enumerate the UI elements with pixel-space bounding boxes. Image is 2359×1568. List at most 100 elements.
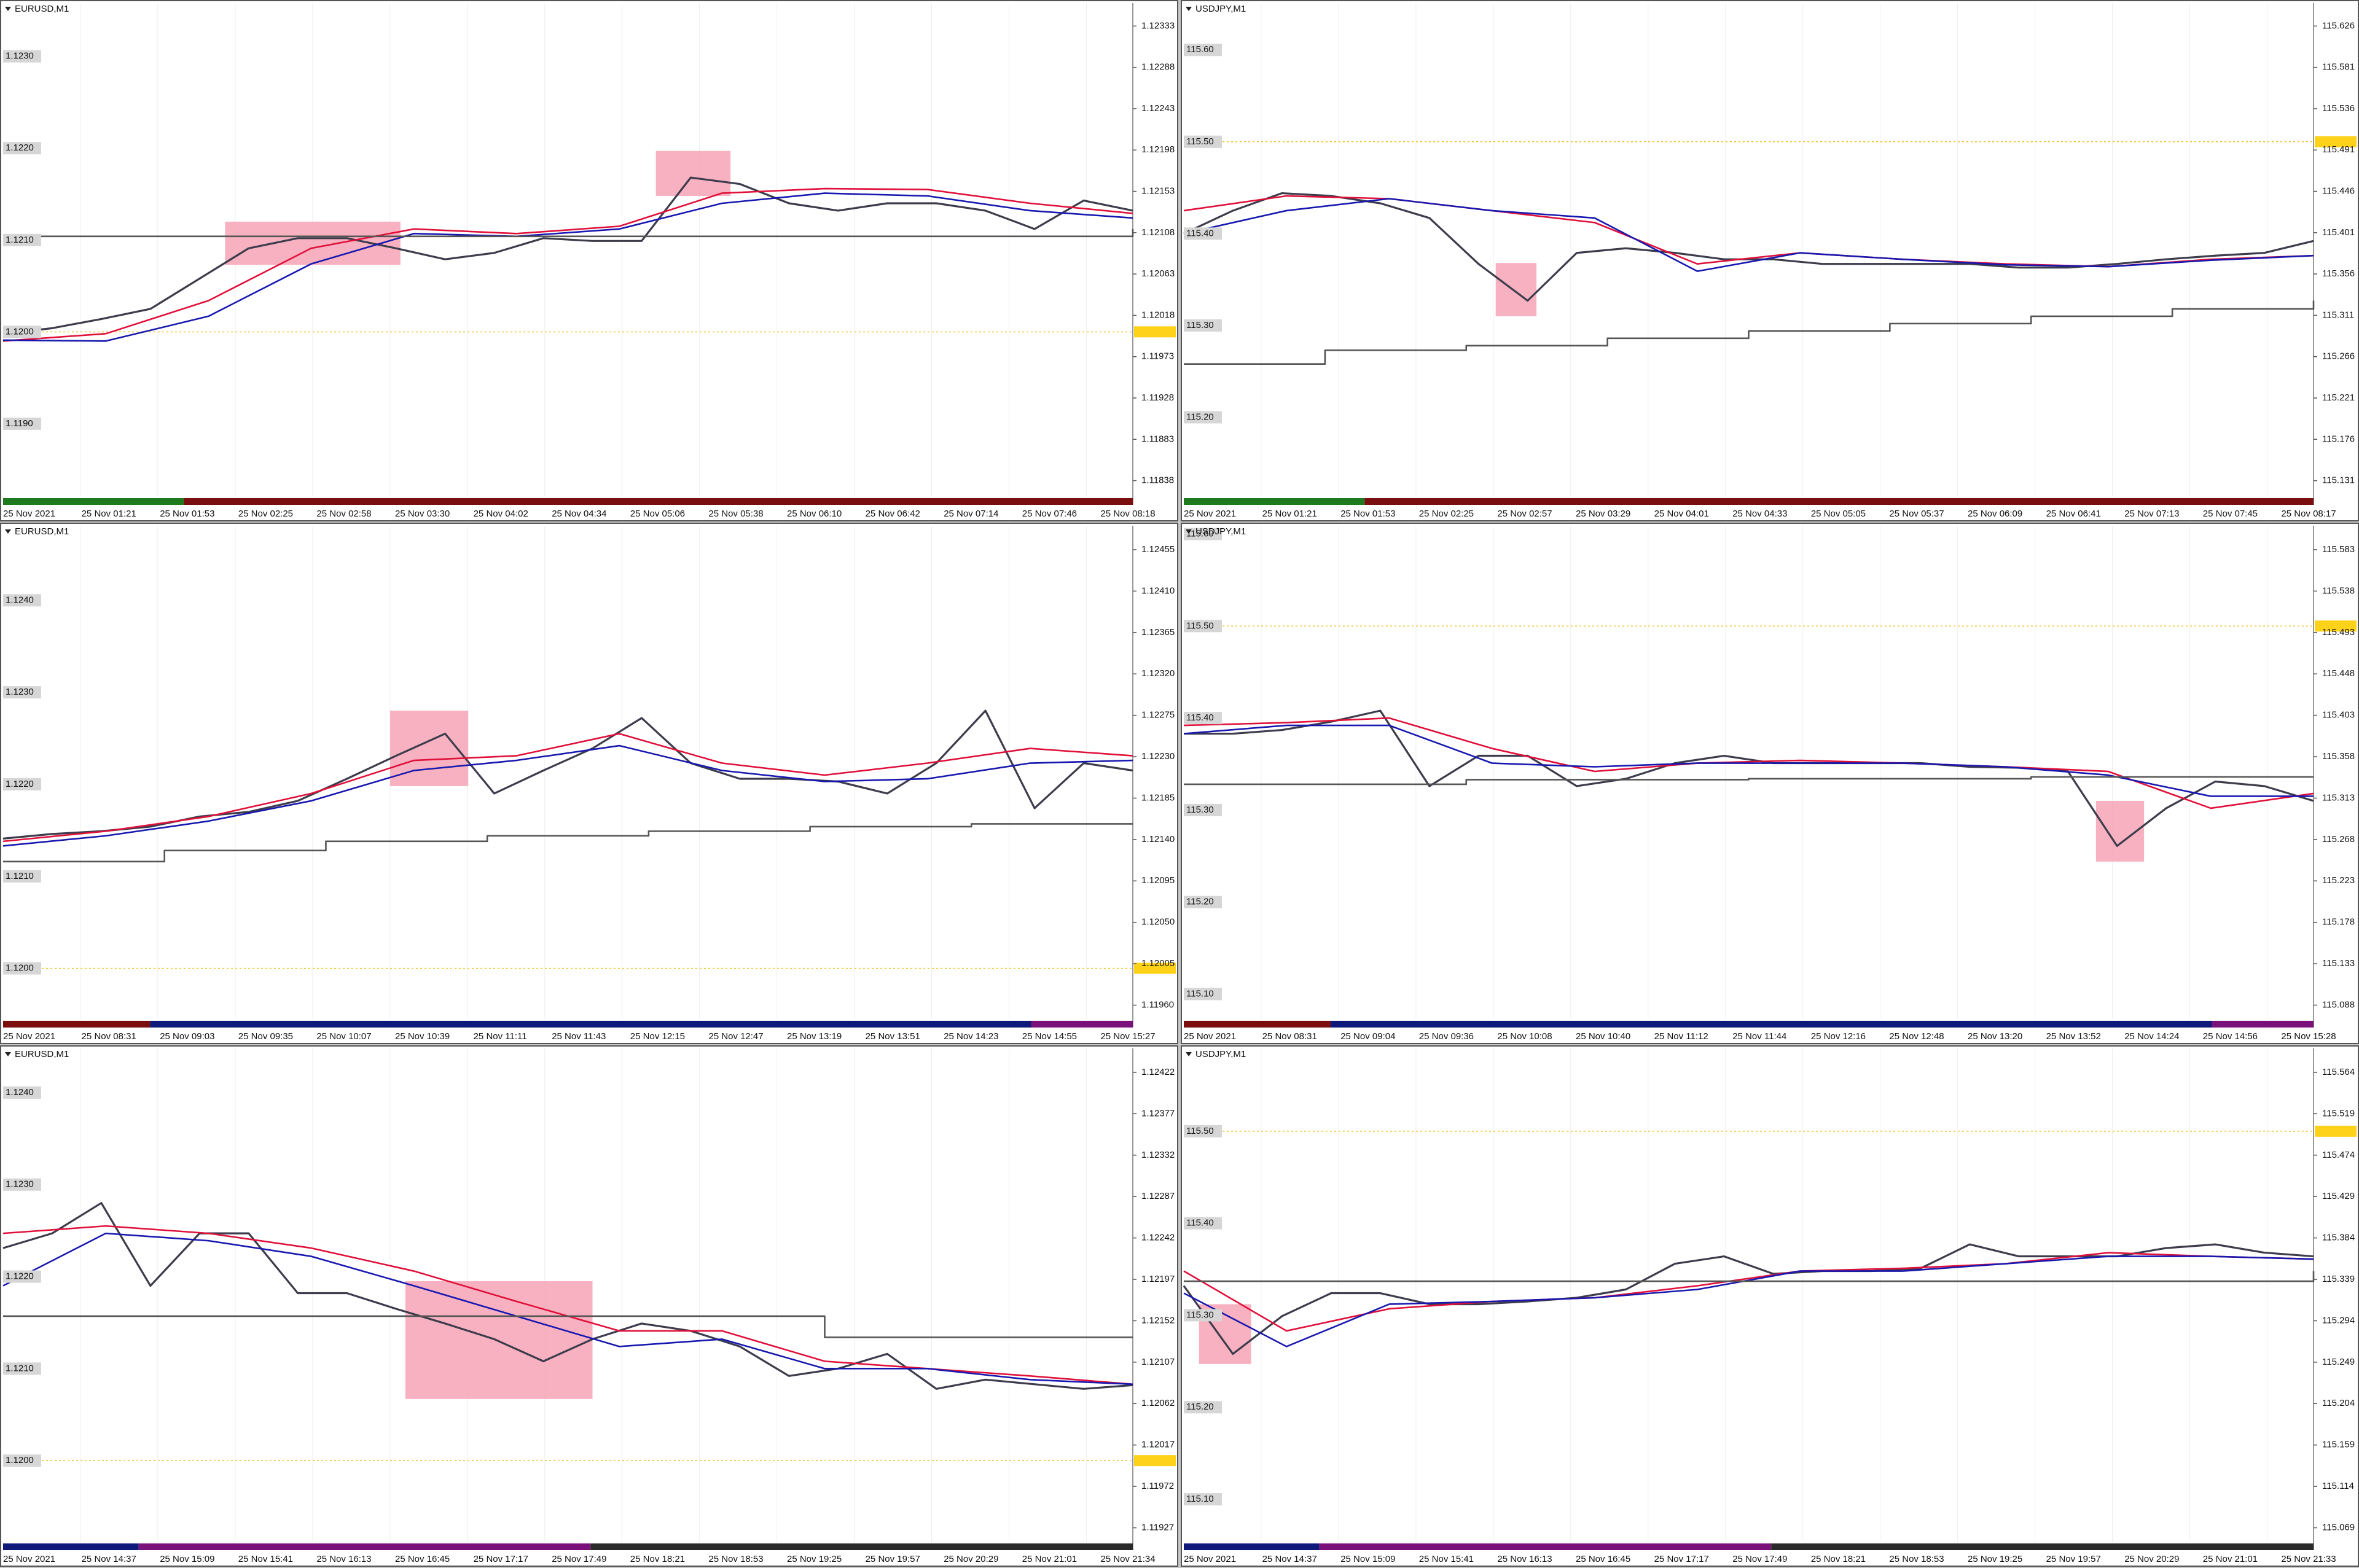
x-tick-label: 25 Nov 12:48 (1889, 1031, 1944, 1042)
level-step-line (1184, 300, 2315, 365)
left-price-label: 1.1200 (6, 326, 34, 337)
x-tick-label: 25 Nov 18:21 (1811, 1554, 1866, 1564)
left-price-label: 1.1230 (6, 1179, 34, 1190)
x-tick-label: 25 Nov 05:38 (708, 509, 763, 519)
y-tick-label: 1.12410 (1141, 585, 1175, 596)
y-tick-label: 1.12017 (1141, 1440, 1175, 1450)
x-tick-label: 25 Nov 12:15 (630, 1031, 685, 1042)
y-tick-label: 115.626 (2322, 20, 2355, 31)
session-strip (3, 498, 184, 505)
level-step-line (1184, 776, 2314, 786)
y-tick-label: 1.11972 (1141, 1481, 1174, 1491)
x-tick-label: 25 Nov 01:21 (82, 509, 136, 519)
left-price-label: 115.40 (1186, 1218, 1214, 1228)
x-tick-label: 25 Nov 20:29 (944, 1554, 998, 1564)
x-tick-label: 25 Nov 03:29 (1576, 509, 1630, 519)
left-label-bg (1184, 319, 1222, 332)
x-tick-label: 25 Nov 19:25 (1968, 1554, 2022, 1564)
price-line (1183, 1243, 2314, 1355)
level-marker (1134, 1455, 1176, 1467)
x-tick-label: 25 Nov 2021 (3, 1031, 55, 1042)
x-tick-label: 25 Nov 09:35 (238, 1031, 293, 1042)
left-label-bg (1184, 227, 1222, 240)
left-price-label: 1.1220 (6, 779, 34, 789)
moving-average (2, 187, 1133, 342)
left-price-label: 115.50 (1186, 1126, 1214, 1136)
y-tick-label: 115.474 (2322, 1150, 2355, 1160)
y-tick-label: 1.12288 (1141, 62, 1175, 72)
y-tick-label: 1.12005 (1141, 958, 1175, 969)
y-tick-label: 115.221 (2322, 392, 2355, 403)
left-price-label: 115.60 (1186, 44, 1214, 55)
x-tick-label: 25 Nov 01:53 (160, 509, 214, 519)
left-price-label: 115.40 (1186, 712, 1214, 723)
x-tick-label: 25 Nov 21:34 (1100, 1554, 1155, 1564)
left-label-bg (3, 870, 41, 883)
left-price-label: 1.1240 (6, 595, 34, 605)
x-tick-label: 25 Nov 08:18 (1100, 509, 1155, 519)
chart-panel (1181, 523, 2359, 1044)
session-strip (1364, 498, 2314, 505)
y-tick-label: 1.12422 (1141, 1067, 1175, 1077)
x-tick-label: 25 Nov 01:53 (1340, 509, 1395, 519)
left-price-label: 1.1210 (6, 1363, 34, 1373)
x-tick-label: 25 Nov 12:16 (1811, 1031, 1866, 1042)
left-price-label: 115.30 (1186, 320, 1214, 330)
y-tick-label: 115.429 (2322, 1191, 2355, 1201)
left-label-bg (1184, 1217, 1222, 1230)
x-tick-label: 25 Nov 2021 (1184, 1031, 1236, 1042)
x-tick-label: 25 Nov 11:43 (552, 1031, 606, 1042)
x-tick-label: 25 Nov 15:41 (1419, 1554, 1474, 1564)
x-tick-label: 25 Nov 16:13 (1497, 1554, 1552, 1564)
left-label-bg (1184, 1309, 1222, 1322)
moving-average (1183, 724, 2314, 797)
x-tick-label: 25 Nov 2021 (3, 1554, 55, 1564)
x-tick-label: 25 Nov 03:30 (395, 509, 450, 519)
highlight-box (1495, 263, 1537, 316)
x-tick-label: 25 Nov 04:02 (474, 509, 528, 519)
session-strip (1184, 498, 1365, 505)
x-tick-label: 25 Nov 01:21 (1262, 509, 1317, 519)
left-price-label: 115.60 (1186, 528, 1214, 539)
x-tick-label: 25 Nov 04:01 (1654, 509, 1709, 519)
chart-panel (1181, 0, 2359, 521)
y-tick-label: 115.358 (2322, 751, 2355, 762)
y-tick-label: 1.12197 (1141, 1274, 1175, 1284)
left-label-bg (3, 50, 41, 63)
y-tick-label: 115.133 (2322, 958, 2355, 969)
y-tick-label: 115.446 (2322, 186, 2355, 197)
y-tick-label: 115.311 (2322, 310, 2354, 320)
y-tick-label: 115.583 (2322, 544, 2355, 555)
y-tick-label: 1.12243 (1141, 103, 1175, 114)
session-strip (184, 498, 1133, 505)
x-tick-label: 25 Nov 04:33 (1732, 509, 1787, 519)
y-tick-label: 1.12230 (1141, 751, 1175, 762)
moving-average (2, 1232, 1133, 1386)
y-tick-label: 1.12140 (1141, 834, 1175, 844)
y-tick-label: 115.339 (2322, 1274, 2355, 1284)
x-tick-label: 25 Nov 02:57 (1497, 509, 1552, 519)
price-line (1183, 192, 2314, 302)
y-tick-label: 115.268 (2322, 834, 2355, 844)
left-label-bg (1184, 411, 1222, 424)
y-tick-label: 115.249 (2322, 1357, 2355, 1367)
left-label-bg (1184, 1401, 1222, 1414)
left-label-bg (3, 142, 41, 155)
chart-title: EURUSD,M1 (15, 1049, 69, 1059)
x-tick-label: 25 Nov 07:45 (2203, 509, 2258, 519)
moving-average (2, 192, 1133, 342)
left-price-label: 115.40 (1186, 228, 1214, 238)
level-marker (1134, 326, 1176, 338)
x-tick-label: 25 Nov 11:11 (474, 1031, 527, 1042)
chart-panel (0, 523, 1178, 1044)
y-tick-label: 1.11960 (1141, 999, 1174, 1010)
x-tick-label: 25 Nov 13:20 (1968, 1031, 2022, 1042)
title-arrow (1186, 1052, 1192, 1056)
left-label-bg (1184, 988, 1222, 1000)
x-tick-label: 25 Nov 06:09 (1968, 509, 2022, 519)
moving-average (1183, 198, 2314, 272)
y-tick-label: 115.223 (2322, 875, 2355, 886)
x-tick-label: 25 Nov 02:25 (1419, 509, 1474, 519)
x-tick-label: 25 Nov 08:31 (82, 1031, 136, 1042)
left-label-bg (3, 962, 41, 975)
